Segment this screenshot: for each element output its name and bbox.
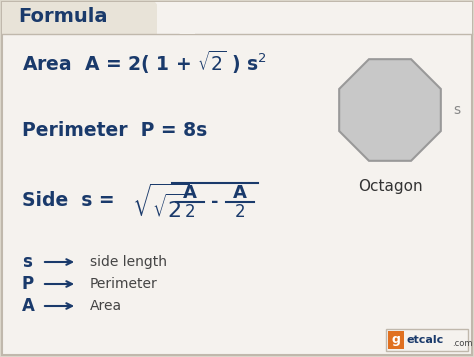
Text: 2: 2 <box>235 203 246 221</box>
Text: g: g <box>392 333 401 347</box>
FancyArrowPatch shape <box>45 303 72 309</box>
Text: etcalc: etcalc <box>407 335 444 345</box>
Text: Perimeter: Perimeter <box>90 277 158 291</box>
Text: side length: side length <box>90 255 167 269</box>
Polygon shape <box>339 59 441 161</box>
Text: Side  s =: Side s = <box>22 191 121 210</box>
Text: $\sqrt{\sqrt{2}}$: $\sqrt{\sqrt{2}}$ <box>132 183 190 223</box>
FancyBboxPatch shape <box>388 331 404 349</box>
FancyBboxPatch shape <box>2 2 157 34</box>
Text: A: A <box>22 297 35 315</box>
Text: A: A <box>183 184 197 202</box>
Text: Formula: Formula <box>18 7 108 26</box>
Text: s: s <box>22 253 32 271</box>
FancyBboxPatch shape <box>2 2 472 34</box>
Text: 2: 2 <box>185 203 195 221</box>
Text: Octagon: Octagon <box>358 179 422 194</box>
Text: -: - <box>211 193 219 211</box>
Text: Perimeter  P = 8s: Perimeter P = 8s <box>22 121 207 140</box>
Text: .com: .com <box>452 338 473 347</box>
FancyArrowPatch shape <box>45 281 72 287</box>
Text: Area  A = 2( 1 + $\sqrt{2}$ ) s$^2$: Area A = 2( 1 + $\sqrt{2}$ ) s$^2$ <box>22 49 267 76</box>
FancyBboxPatch shape <box>386 329 468 351</box>
Text: A: A <box>233 184 247 202</box>
Text: Area: Area <box>90 299 122 313</box>
FancyArrowPatch shape <box>45 259 72 265</box>
Text: P: P <box>22 275 34 293</box>
Polygon shape <box>155 2 195 34</box>
Text: s: s <box>453 103 460 117</box>
